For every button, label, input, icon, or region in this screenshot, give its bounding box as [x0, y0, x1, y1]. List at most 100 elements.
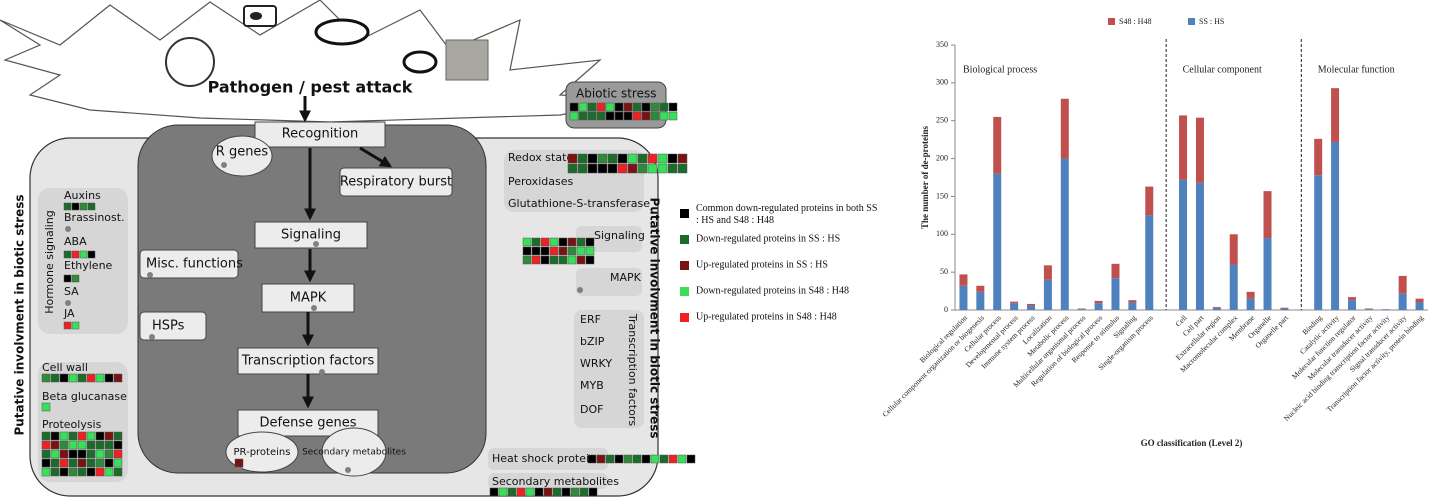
heat-cell — [628, 164, 637, 173]
legend-swatch — [680, 209, 689, 218]
node-label: WRKY — [580, 357, 612, 370]
y-axis-label: The number of de-proteins — [920, 126, 930, 229]
node-label: JA — [63, 307, 75, 320]
y-tick-label: 0 — [944, 305, 948, 314]
heat-cell — [80, 203, 87, 210]
node-label: PR-proteins — [234, 447, 291, 458]
heat-cell — [568, 247, 576, 255]
node-label: SA — [64, 285, 79, 298]
node-label: Ethylene — [64, 259, 113, 272]
heat-cell — [69, 468, 77, 476]
node-label: Brassinost. — [64, 211, 125, 224]
heat-cell — [523, 247, 531, 255]
heat-cell — [60, 441, 68, 449]
heat-cell — [651, 455, 659, 463]
heat-cell — [577, 256, 585, 264]
heat-cell — [114, 374, 122, 382]
y-tick-label: 350 — [936, 40, 948, 49]
heat-cell — [678, 164, 687, 173]
heat-cell — [586, 256, 594, 264]
photo — [446, 40, 488, 80]
heat-cell — [578, 154, 587, 163]
bar-segment — [1213, 308, 1221, 310]
heat-cell — [588, 164, 597, 173]
heat-cell — [586, 247, 594, 255]
heat-cell — [598, 164, 607, 173]
node-label: Transcription factors — [241, 354, 375, 369]
heat-cell — [69, 432, 77, 440]
bar-segment — [976, 286, 984, 292]
heat-cell — [586, 238, 594, 246]
icon — [404, 52, 436, 72]
bar-segment — [1196, 118, 1204, 183]
dot — [577, 287, 583, 293]
legend-label: Common down-regulated proteins in both S… — [696, 203, 877, 226]
bar-segment — [993, 174, 1001, 310]
bar-segment — [1044, 280, 1052, 310]
bar-segment — [1145, 215, 1153, 310]
heat-cell — [60, 450, 68, 458]
node-label: Misc. functions — [146, 257, 243, 272]
bar-segment — [1230, 265, 1238, 310]
heat-cell — [638, 164, 647, 173]
heat-cell — [559, 247, 567, 255]
heat-cell — [559, 238, 567, 246]
heat-cell — [64, 322, 71, 329]
bar-segment — [1128, 300, 1136, 302]
legend-label: SS : HS — [1199, 17, 1224, 26]
heat-cell — [579, 112, 587, 120]
heat-cell — [78, 441, 86, 449]
bar-segment — [1061, 99, 1069, 159]
heat-cell — [87, 468, 95, 476]
heat-cell — [568, 256, 576, 264]
heat-cell — [105, 374, 113, 382]
heat-cell — [678, 455, 686, 463]
heat-cell — [532, 247, 540, 255]
heat-cell — [589, 488, 597, 496]
node-label: MAPK — [610, 271, 642, 284]
heat-cell — [72, 203, 79, 210]
heat-cell — [105, 441, 113, 449]
heat-cell — [114, 441, 122, 449]
heat-cell — [69, 374, 77, 382]
node-label: Peroxidases — [508, 175, 573, 188]
heat-cell — [541, 247, 549, 255]
heat-cell — [633, 112, 641, 120]
heat-cell — [588, 103, 596, 111]
bar-segment — [1280, 308, 1288, 310]
node-label: Recognition — [282, 127, 359, 142]
heat-cell — [624, 103, 632, 111]
heat-cell — [96, 468, 104, 476]
dot — [147, 272, 153, 278]
x-axis-label: GO classification (Level 2) — [1141, 438, 1243, 448]
node-label: Beta glucanase — [42, 390, 127, 403]
node-label: Redox state — [508, 151, 573, 164]
bar-segment — [1331, 142, 1339, 310]
node-label: Signaling — [281, 228, 341, 243]
section-label: Biological process — [963, 64, 1037, 75]
bar-segment — [1078, 308, 1086, 309]
heat-cell — [658, 164, 667, 173]
heat-cell — [669, 112, 677, 120]
heat-cell — [624, 455, 632, 463]
heat-cell — [72, 275, 79, 282]
node-label: Heat shock proteins — [492, 452, 602, 465]
bar-segment — [1314, 139, 1322, 175]
bar-segment — [1027, 305, 1035, 310]
attack-burst — [0, 0, 640, 122]
node-label: Secondary metabolites — [302, 448, 406, 458]
heat-cell — [633, 103, 641, 111]
heat-cell — [579, 103, 587, 111]
bar-segment — [1095, 301, 1103, 303]
dot — [345, 467, 351, 473]
heat-cell — [615, 103, 623, 111]
heat-cell — [568, 238, 576, 246]
heat-cell — [88, 251, 95, 258]
bar-segment — [1365, 308, 1373, 309]
bar-segment — [1348, 297, 1356, 300]
bar-segment — [1416, 299, 1424, 303]
heat-cell — [568, 164, 577, 173]
heat-cell — [60, 374, 68, 382]
heat-cell — [588, 455, 596, 463]
y-tick-label: 200 — [936, 153, 948, 162]
